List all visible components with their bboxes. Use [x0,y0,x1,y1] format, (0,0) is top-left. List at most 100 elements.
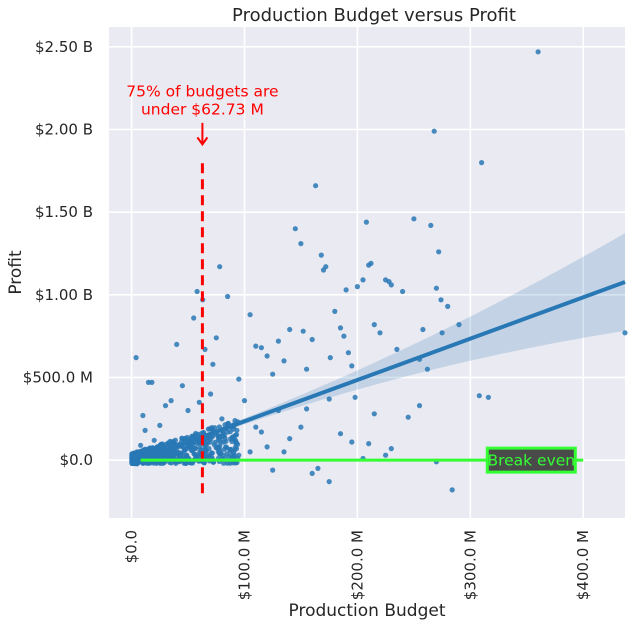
data-point [258,345,264,351]
data-point [203,448,209,454]
data-point [352,394,358,400]
data-point [332,308,338,314]
x-tick-label: $100.0 M [235,530,253,600]
data-point [208,391,214,397]
percentile-annotation-text: under $62.73 M [141,100,264,118]
data-point [479,160,485,166]
data-point [456,322,462,328]
data-point [436,249,442,255]
data-point [341,333,347,339]
data-point [185,407,191,414]
scatter-points [129,49,628,493]
data-point [148,445,154,451]
data-point [157,422,163,428]
y-tick-label: $1.00 B [35,286,93,304]
data-point [345,350,351,356]
data-point [142,427,148,433]
annotation-arrow-head [196,136,209,147]
y-axis-title: Profit [6,250,26,295]
data-point [337,431,344,437]
data-point [214,444,220,450]
data-point [224,460,230,466]
tick-labels: $0.0 $500.0 M $1.00 B $1.50 B $2.00 B $2.50 B… [23,38,592,600]
data-point [287,326,293,333]
data-point [433,285,439,291]
break-even-label: Break even [487,452,575,470]
x-tick-label: $0.0 [123,530,141,563]
data-point [134,449,140,455]
regression-line [130,280,626,465]
data-point [275,338,281,344]
data-point [326,479,332,485]
data-point [377,330,383,336]
data-point [327,355,333,361]
data-point [138,442,144,448]
data-point [388,446,394,452]
data-point [193,430,199,437]
data-point [223,438,229,444]
y-tick-label: $500.0 M [23,368,93,386]
data-point [230,453,237,460]
data-point [236,376,242,382]
data-point [535,49,541,55]
data-point [189,447,195,454]
data-point [224,445,230,451]
data-point [174,341,180,347]
data-point [205,426,211,432]
data-point [170,453,176,459]
y-tick-label: $1.50 B [35,203,93,221]
data-point [253,424,259,430]
data-point [234,427,240,433]
y-tick-label: $2.50 B [35,38,93,56]
data-point [411,216,417,222]
data-point [224,429,230,435]
grid [109,27,625,518]
data-point [304,406,310,412]
data-point [287,436,293,442]
data-point [140,448,146,454]
data-point [162,403,169,409]
data-point [281,449,287,455]
data-point [217,264,223,270]
data-point [215,437,221,443]
data-point [208,436,214,442]
data-point [394,346,400,352]
data-point [349,439,355,445]
data-point [343,287,349,293]
data-point [281,358,287,364]
data-point [445,303,451,309]
chart-title: Production Budget versus Profit [232,5,516,26]
data-point [304,366,310,372]
x-tick-label: $400.0 M [574,530,592,600]
data-point [383,452,389,458]
y-tick-label: $2.00 B [35,120,93,138]
data-point [420,326,426,333]
break-even-label-box [485,446,577,474]
data-point [191,315,197,321]
data-point [309,470,315,476]
x-axis-title: Production Budget [289,601,446,621]
data-point [476,393,482,399]
data-point [194,288,200,295]
data-point [233,446,240,452]
data-point [337,325,344,331]
data-point [428,222,434,228]
data-point [313,183,319,189]
data-point [405,414,411,420]
data-point [270,371,276,377]
data-point [196,399,202,405]
data-point [449,487,455,493]
data-point [360,277,366,283]
data-point [149,379,155,385]
data-point [219,416,225,422]
data-point [215,449,221,455]
data-point [309,336,315,343]
data-point [298,424,304,430]
data-point [292,226,298,232]
data-point [247,312,253,318]
data-point [209,450,215,456]
data-point [622,330,628,336]
data-point [424,366,430,372]
data-point [354,284,360,290]
